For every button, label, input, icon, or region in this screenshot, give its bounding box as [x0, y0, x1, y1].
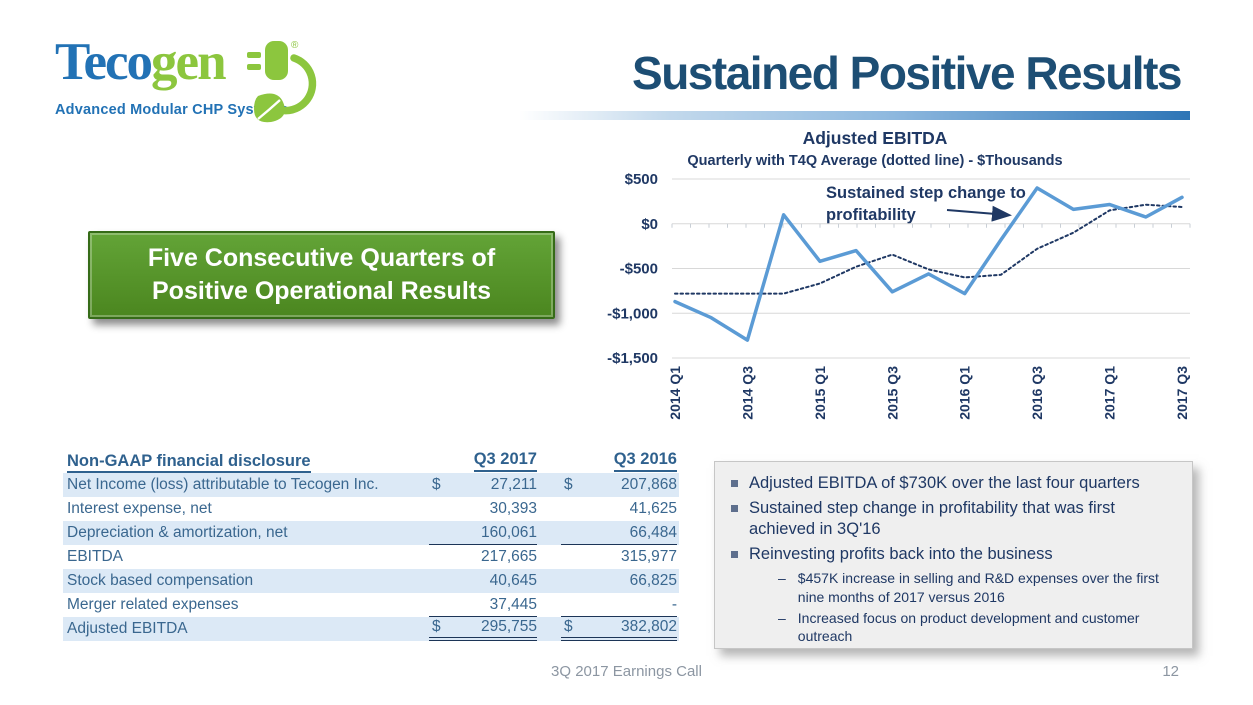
table-header-col1: Q3 2017 [473, 450, 537, 472]
svg-text:$500: $500 [625, 171, 658, 188]
quarterly-line [673, 186, 1184, 342]
table-row: Stock based compensation 40,645 66,825 [63, 569, 679, 593]
bullet-item: – Increased focus on product development … [778, 609, 1178, 645]
bullets-panel: Adjusted EBITDA of $730K over the last f… [714, 461, 1193, 649]
bullet-text: Sustained step change in profitability t… [749, 499, 1115, 539]
bullet-text: Increased focus on product development a… [797, 609, 1140, 644]
axis-ticks [671, 223, 1191, 228]
table-header-label: Non-GAAP financial disclosure [67, 451, 311, 473]
page-title: Sustained Positive Results [632, 47, 1182, 99]
bullet-text: Reinvesting profits back into the busine… [749, 545, 1053, 564]
svg-text:2016 Q1: 2016 Q1 [957, 366, 973, 420]
bullet-item: Reinvesting profits back into the busine… [731, 544, 1178, 565]
svg-text:-$1,000: -$1,000 [607, 305, 658, 322]
svg-text:2017 Q3: 2017 Q3 [1174, 366, 1190, 420]
registered-mark: ® [291, 40, 299, 51]
table-row: Merger related expenses 37,445- [63, 593, 679, 617]
chart-annotation: Sustained step change to profitability [826, 184, 1026, 224]
table-header-col2: Q3 2016 [613, 450, 677, 472]
logo-tagline: Advanced Modular CHP Systems [55, 102, 289, 118]
footer-title: 3Q 2017 Earnings Call [551, 663, 702, 680]
chart-title: Adjusted EBITDA [802, 128, 948, 148]
table-row: Net Income (loss) attributable to Tecoge… [63, 473, 679, 497]
tecogen-logo: Tecogen ® Advanced Modular CHP Systems [55, 34, 455, 123]
dash-bullet-icon: – [778, 570, 786, 587]
annotation-arrow [946, 205, 1012, 222]
highlight-line-1: Five Consecutive Quarters of [147, 244, 496, 272]
chart-subtitle: Quarterly with T4Q Average (dotted line)… [687, 153, 1063, 169]
financial-table: Non-GAAP financial disclosure Q3 2017 Q3… [63, 449, 679, 641]
svg-text:-$1,500: -$1,500 [607, 350, 658, 367]
table-row: Depreciation & amortization, net 160,061 6… [63, 521, 679, 545]
title-underline-bar [519, 111, 1190, 120]
ebitda-chart: Adjusted EBITDA Quarterly with T4Q Avera… [588, 126, 1212, 442]
page-number: 12 [1162, 663, 1179, 680]
table-row: Interest expense, net 30,393 41,625 [67, 500, 677, 517]
bullet-item: Adjusted EBITDA of $730K over the last f… [731, 473, 1178, 494]
svg-text:2016 Q3: 2016 Q3 [1029, 366, 1045, 420]
highlight-box: Five Consecutive Quarters of Positive Op… [88, 231, 555, 319]
t4q-average-line [674, 203, 1183, 295]
svg-text:2017 Q1: 2017 Q1 [1102, 366, 1118, 420]
svg-text:2015 Q1: 2015 Q1 [812, 366, 828, 420]
svg-text:$0: $0 [641, 216, 658, 233]
square-bullet-icon [731, 480, 738, 487]
bullet-item: Sustained step change in profitability t… [731, 498, 1178, 540]
svg-text:2014 Q3: 2014 Q3 [739, 366, 755, 420]
svg-text:2014 Q1: 2014 Q1 [667, 366, 683, 420]
logo-wordmark: Tecogen [55, 34, 455, 90]
y-axis-labels: $500 $0 -$500 -$1,000 -$1,500 [607, 171, 658, 367]
dash-bullet-icon: – [778, 609, 786, 626]
financial-table-rows: Net Income (loss) attributable to Tecoge… [63, 473, 679, 641]
highlight-line-2: Positive Operational Results [152, 277, 491, 305]
square-bullet-icon [731, 551, 738, 559]
table-header: Non-GAAP financial disclosure Q3 2017 Q3… [63, 449, 679, 473]
x-axis-labels: 2014 Q1 2014 Q3 2015 Q1 2015 Q3 2016 Q1 2016 … [667, 366, 1190, 420]
logo-word-gen: gen [151, 33, 226, 91]
plug-leaf-icon: ® [247, 40, 317, 123]
bullet-text: $457K increase in selling and R&D expens… [797, 570, 1159, 605]
bullet-text: Adjusted EBITDA of $730K over the last f… [749, 474, 1140, 492]
square-bullet-icon [731, 505, 738, 513]
table-row: EBITDA 217,665 315,977 [67, 548, 677, 565]
bullet-item: – $457K increase in selling and R&D expen… [778, 569, 1178, 605]
table-row: Adjusted EBITDA $295,755 $382,802 [63, 617, 679, 641]
svg-text:2015 Q3: 2015 Q3 [884, 366, 900, 420]
svg-text:-$500: -$500 [620, 261, 658, 278]
logo-word-teco: Teco [55, 33, 153, 91]
